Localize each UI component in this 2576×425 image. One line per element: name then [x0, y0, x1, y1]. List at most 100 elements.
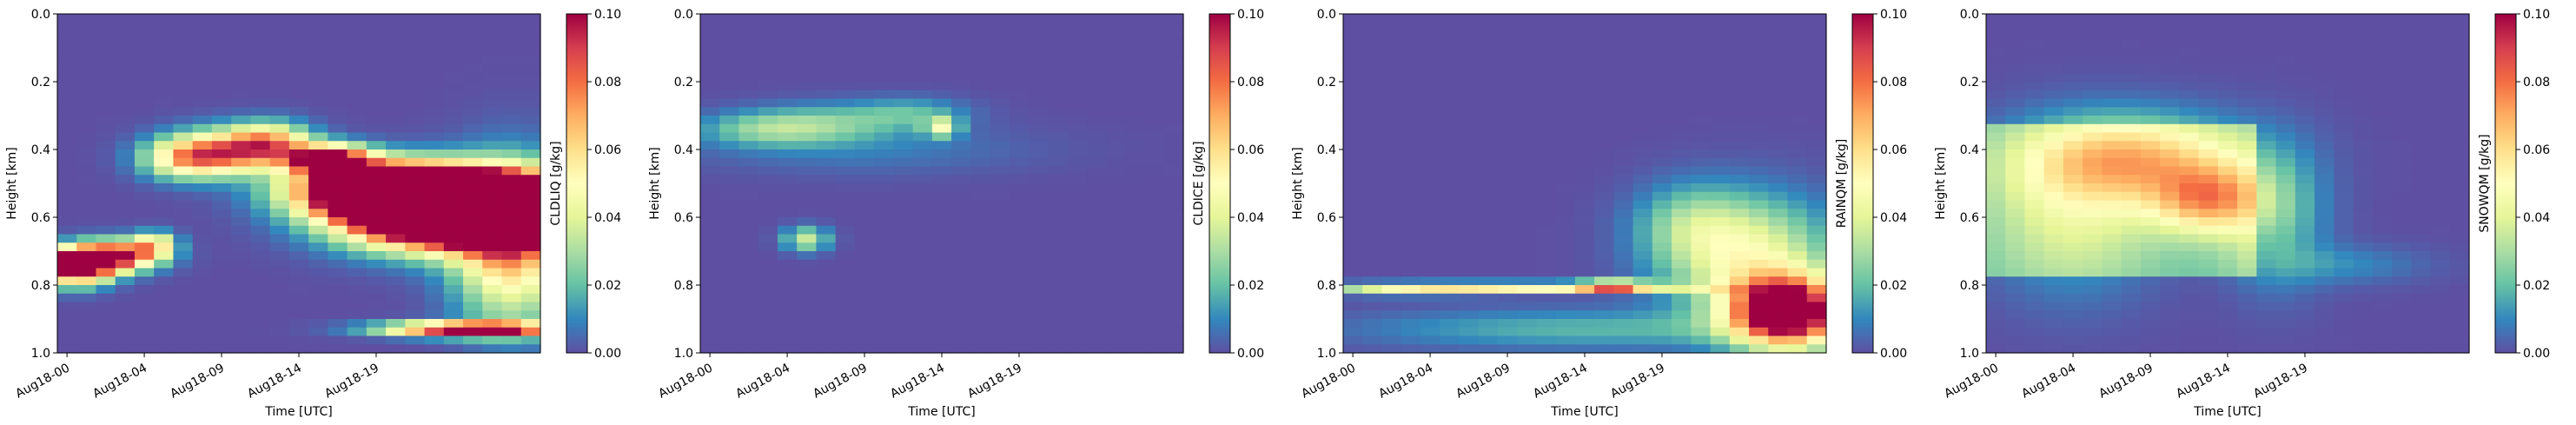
heatmap-cell	[1125, 293, 1146, 303]
heatmap-cell	[1459, 73, 1480, 83]
heatmap-cell	[990, 14, 1010, 23]
heatmap-cell	[115, 209, 136, 218]
heatmap-cell	[501, 98, 522, 108]
heatmap-cell	[405, 149, 426, 159]
heatmap-cell	[1009, 123, 1030, 134]
heatmap-cell	[2275, 90, 2296, 100]
heatmap-cell	[463, 268, 483, 277]
heatmap-cell	[1691, 217, 1712, 227]
heatmap-cell	[1672, 268, 1692, 277]
heatmap-cell	[2083, 319, 2103, 329]
heatmap-cell	[250, 90, 271, 100]
heatmap-cell	[1401, 123, 1421, 134]
heatmap-cell	[970, 209, 991, 218]
heatmap-cell	[2314, 319, 2334, 329]
heatmap-cell	[1536, 217, 1557, 227]
heatmap-cell	[970, 225, 991, 236]
heatmap-cell	[835, 242, 856, 252]
heatmap-cell	[2392, 73, 2412, 83]
heatmap-cell	[1749, 191, 1769, 202]
heatmap-cell	[1459, 98, 1480, 108]
heatmap-cell	[1067, 285, 1088, 295]
heatmap-cell	[463, 251, 483, 261]
heatmap-cell	[2449, 293, 2470, 303]
heatmap-cell	[115, 268, 136, 277]
heatmap-cell	[520, 175, 541, 184]
heatmap-cell	[1691, 344, 1712, 354]
heatmap-cell	[115, 107, 136, 116]
heatmap-cell	[250, 56, 271, 66]
heatmap-cell	[1144, 191, 1165, 202]
heatmap-cell	[2217, 209, 2238, 218]
heatmap-cell	[269, 344, 290, 354]
heatmap-cell	[2160, 116, 2180, 125]
heatmap-cell	[308, 234, 328, 243]
heatmap-cell	[463, 310, 483, 320]
heatmap-cell	[1632, 132, 1653, 142]
heatmap-cell	[2121, 98, 2142, 108]
heatmap-cell	[1768, 56, 1789, 66]
heatmap-cell	[912, 285, 933, 295]
heatmap-cell	[2449, 200, 2470, 209]
heatmap-cell	[835, 335, 856, 345]
heatmap-cell	[115, 200, 136, 209]
heatmap-cell	[2063, 157, 2083, 168]
heatmap-cell	[816, 116, 837, 125]
heatmap-cell	[2411, 98, 2432, 108]
heatmap-cell	[2179, 191, 2200, 202]
heatmap-cell	[1420, 30, 1440, 40]
heatmap-cell	[211, 116, 232, 125]
heatmap-cell	[2043, 209, 2064, 218]
heatmap-cell	[2083, 82, 2103, 91]
heatmap-cell	[1594, 14, 1614, 23]
heatmap-cell	[76, 191, 97, 202]
heatmap-cell	[1163, 183, 1184, 193]
heatmap-cell	[700, 64, 720, 74]
heatmap-cell	[211, 132, 232, 142]
heatmap-cell	[2392, 90, 2412, 100]
heatmap-cell	[970, 191, 991, 202]
heatmap-cell	[1459, 285, 1480, 295]
heatmap-cell	[1459, 200, 1480, 209]
heatmap-cell	[1632, 200, 1653, 209]
heatmap-cell	[2256, 107, 2277, 116]
heatmap-cell	[854, 107, 875, 116]
heatmap-cell	[854, 98, 875, 108]
heatmap-cell	[1125, 335, 1146, 345]
heatmap-cell	[386, 64, 406, 74]
heatmap-cell	[1440, 335, 1460, 345]
heatmap-cell	[2198, 225, 2219, 236]
heatmap-cell	[700, 82, 720, 91]
heatmap-cell	[1420, 107, 1440, 116]
heatmap-cell	[990, 251, 1010, 261]
heatmap-cell	[2392, 48, 2412, 57]
heatmap-cell	[1710, 200, 1731, 209]
x-tick-label: Aug18-09	[168, 361, 227, 401]
heatmap-cell	[2449, 149, 2470, 159]
heatmap-cell	[347, 209, 368, 218]
heatmap-cell	[2198, 64, 2219, 74]
heatmap-cell	[2121, 310, 2142, 320]
heatmap-cell	[758, 64, 778, 74]
heatmap-cell	[1594, 30, 1614, 40]
heatmap-cell	[777, 259, 798, 269]
heatmap-cell	[2140, 242, 2161, 252]
heatmap-cell	[1459, 217, 1480, 227]
heatmap-cell	[2179, 98, 2200, 108]
heatmap-cell	[250, 293, 271, 303]
heatmap-cell	[1343, 242, 1363, 252]
heatmap-cell	[1632, 285, 1653, 295]
heatmap-cell	[386, 251, 406, 261]
x-tick-label: Aug18-04	[733, 361, 792, 401]
heatmap-cell	[2083, 166, 2103, 176]
heatmap-cell	[1459, 293, 1480, 303]
heatmap-cell	[2392, 209, 2412, 218]
heatmap-cell	[700, 200, 720, 209]
heatmap-cell	[835, 64, 856, 74]
heatmap-cell	[1729, 259, 1750, 269]
heatmap-cell	[2043, 268, 2064, 277]
heatmap-cell	[2198, 132, 2219, 142]
heatmap-cell	[1362, 268, 1383, 277]
heatmap-cell	[738, 217, 759, 227]
heatmap-cell	[501, 285, 522, 295]
